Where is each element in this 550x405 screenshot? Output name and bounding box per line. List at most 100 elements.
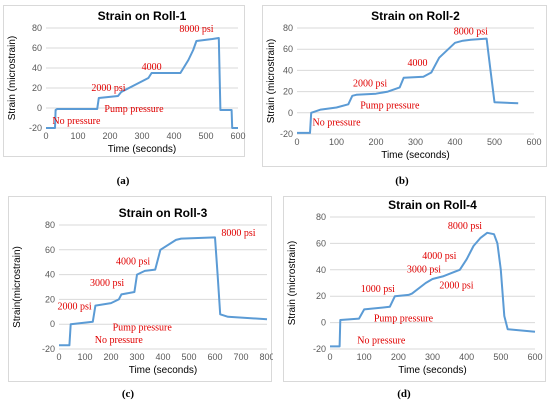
y-tick-label: 80 [283,23,293,33]
pressure-annotation: No pressure [357,336,406,347]
pressure-annotation: 2000 psi [439,280,473,291]
pressure-annotation: 4000 [142,62,162,73]
chart-title: Strain on Roll-3 [119,206,208,220]
y-tick-label: 80 [32,23,42,33]
y-tick-label: 60 [316,238,326,248]
panel-label-b: (b) [395,175,409,187]
chart-panel-roll-2: Strain on Roll-2 -20 0 20 40 60 80 0 100 200 300 40… [262,5,547,167]
x-tick-label: 200 [391,352,406,362]
y-tick-label: 20 [45,294,55,304]
x-tick-label: 0 [294,137,299,147]
pressure-annotation: No pressure [95,335,144,346]
x-axis-label: Time (seconds) [381,150,450,161]
x-tick-label: 200 [102,131,117,141]
x-tick-label: 800 [259,352,273,362]
x-tick-label: 200 [368,137,383,147]
pressure-annotation: 4000 psi [116,257,150,268]
y-axis-label: Strain (microstrain) [7,36,18,120]
y-tick-label: -20 [313,344,326,354]
y-tick-label: 60 [283,44,293,54]
x-tick-label: 0 [56,352,61,362]
pressure-annotation: 4000 psi [422,251,456,262]
y-tick-label: 40 [32,63,42,73]
y-tick-label: -20 [42,344,55,354]
strain-series-line [297,37,519,134]
y-tick-label: 0 [288,108,293,118]
pressure-annotation: 2000 psi [91,83,125,94]
x-tick-label: 300 [129,352,144,362]
y-tick-label: 0 [37,103,42,113]
chart-panel-roll-4: Strain on Roll-4 -20 0 20 40 60 80 0 100 200 300 40… [283,196,546,382]
y-tick-label: 20 [32,83,42,93]
x-axis-label: Time (seconds) [398,365,467,376]
x-tick-label: 300 [408,137,423,147]
pressure-annotation: 3000 psi [407,264,441,275]
x-axis-label: Time (seconds) [129,365,198,376]
pressure-annotation: Pump pressure [374,313,434,324]
pressure-annotation: 8000 psi [221,228,255,239]
pressure-annotation: 4000 [407,58,427,69]
y-axis-label: Strain (microstrain) [266,39,277,123]
pressure-annotation: 2000 psi [58,301,92,312]
strain-series-line [46,37,238,129]
x-tick-label: 500 [181,352,196,362]
y-tick-label: -20 [29,123,42,133]
pressure-annotation: 8000 psi [179,24,213,35]
x-tick-label: 400 [155,352,170,362]
x-tick-label: 700 [233,352,248,362]
y-tick-label: 20 [316,291,326,301]
pressure-annotation: 1000 psi [361,284,395,295]
x-tick-label: 600 [527,352,542,362]
pressure-annotation: 8000 psi [448,221,482,232]
pressure-annotation: 8000 psi [454,26,488,37]
x-tick-label: 100 [77,352,92,362]
x-axis-label: Time (seconds) [108,144,177,155]
chart-panel-roll-1: Strain on Roll-1 -20 0 20 40 60 80 0 100 200 300 40… [3,5,246,157]
pressure-annotation: Pump pressure [113,322,173,333]
pressure-annotation: 2000 psi [353,78,387,89]
x-tick-label: 0 [327,352,332,362]
panel-label-a: (a) [116,175,130,187]
pressure-annotation: Pump pressure [104,104,164,115]
x-tick-label: 400 [447,137,462,147]
x-tick-label: 500 [487,137,502,147]
chart-title: Strain on Roll-1 [98,9,187,23]
x-tick-label: 100 [357,352,372,362]
x-tick-label: 300 [425,352,440,362]
y-tick-label: 0 [321,318,326,328]
y-tick-label: 20 [283,87,293,97]
y-tick-label: 40 [283,65,293,75]
x-tick-label: 400 [166,131,181,141]
x-tick-label: 600 [207,352,222,362]
x-tick-label: 200 [103,352,118,362]
panel-label-c: (c) [121,388,135,400]
pressure-annotation: No pressure [52,116,101,127]
x-tick-label: 0 [43,131,48,141]
x-tick-label: 100 [70,131,85,141]
panel-label-d: (d) [397,388,411,400]
pressure-annotation: Pump pressure [360,101,420,112]
x-tick-label: 300 [134,131,149,141]
y-axis-label: Strain (microstrain) [287,241,298,325]
strain-series-line [59,236,268,347]
x-tick-label: 100 [329,137,344,147]
y-tick-label: 40 [45,270,55,280]
strain-series-line [330,231,536,348]
x-tick-label: 500 [493,352,508,362]
x-tick-label: 600 [526,137,541,147]
chart-panel-roll-3: Strain on Roll-3 -20 0 20 40 60 80 0 100 200 300 40… [8,196,273,382]
x-tick-label: 400 [459,352,474,362]
y-axis-label: Strain(microstrain) [12,246,23,328]
y-tick-label: 80 [45,220,55,230]
y-tick-label: 0 [50,319,55,329]
y-tick-label: -20 [280,129,293,139]
y-tick-label: 60 [45,245,55,255]
chart-title: Strain on Roll-2 [371,9,460,23]
y-tick-label: 80 [316,212,326,222]
x-tick-label: 600 [230,131,245,141]
